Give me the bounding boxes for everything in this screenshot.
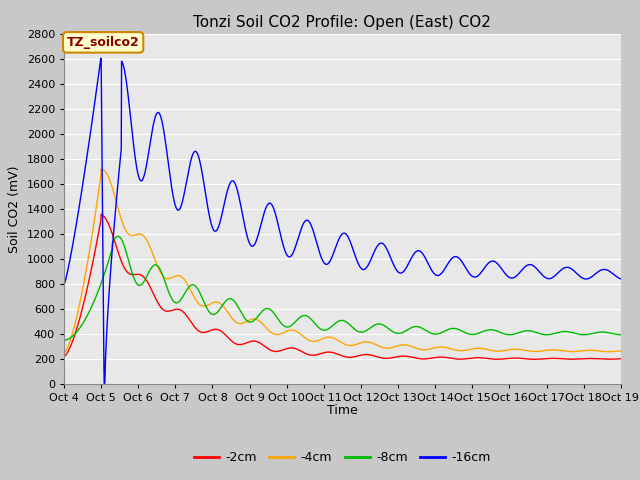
Legend: -2cm, -4cm, -8cm, -16cm: -2cm, -4cm, -8cm, -16cm [189, 446, 495, 469]
X-axis label: Time: Time [327, 405, 358, 418]
Text: TZ_soilco2: TZ_soilco2 [67, 36, 140, 49]
Y-axis label: Soil CO2 (mV): Soil CO2 (mV) [8, 165, 21, 252]
Title: Tonzi Soil CO2 Profile: Open (East) CO2: Tonzi Soil CO2 Profile: Open (East) CO2 [193, 15, 492, 30]
